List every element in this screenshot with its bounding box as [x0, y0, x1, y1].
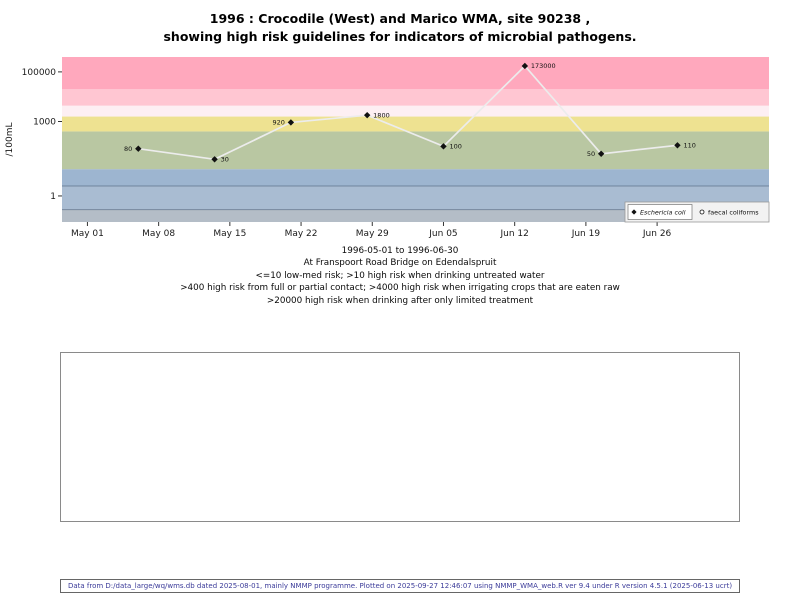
risk-bands [62, 57, 769, 222]
empty-plot-placeholder [60, 352, 740, 522]
caption-guideline-1: <=10 low-med risk; >10 high risk when dr… [255, 270, 545, 281]
chart-title-line1: 1996 : Crocodile (West) and Marico WMA, … [209, 11, 591, 26]
risk-band [62, 116, 769, 132]
data-point-label: 80 [124, 145, 132, 153]
x-tick-label: Jun 19 [571, 229, 601, 239]
data-point-label: 110 [683, 141, 695, 149]
x-axis: May 01 May 08 May 15 May 22 May 29 Jun 05 Jun … [71, 222, 672, 239]
data-point-marker [363, 111, 371, 119]
legend: Eschericia coli faecal coliforms [624, 201, 770, 223]
data-point-marker [135, 145, 142, 152]
footer: Data from D:/data_large/wq/wms.db dated … [0, 579, 800, 593]
x-tick-label: May 15 [213, 229, 246, 239]
y-axis: 1 1000 100000 [22, 68, 62, 202]
chart-title: 1996 : Crocodile (West) and Marico WMA, … [0, 10, 800, 46]
data-point-label: 30 [221, 155, 229, 163]
footer-note: Data from D:/data_large/wq/wms.db dated … [59, 579, 741, 593]
risk-band [62, 89, 769, 106]
data-point-marker [521, 62, 529, 70]
risk-band [62, 209, 769, 222]
risk-band [62, 131, 769, 170]
risk-band [62, 186, 769, 210]
chart-title-line2: showing high risk guidelines for indicat… [163, 29, 637, 44]
legend-item-box [627, 204, 693, 220]
x-tick-label: May 22 [285, 229, 318, 239]
data-point-marker [597, 150, 605, 157]
data-point-label: 920 [272, 119, 284, 127]
x-tick-label: May 29 [356, 229, 389, 239]
risk-band [62, 169, 769, 187]
risk-band [62, 57, 769, 90]
legend-diamond-icon [631, 209, 637, 215]
x-tick-label: Jun 05 [428, 229, 457, 239]
data-point-label: 100 [449, 143, 461, 151]
x-tick-label: Jun 26 [642, 229, 672, 239]
x-tick-label: May 08 [142, 229, 175, 239]
data-point-label: 173000 [531, 62, 556, 70]
caption-guideline-3: >20000 high risk when drinking after onl… [266, 295, 534, 306]
y-tick-label: 100000 [22, 68, 57, 78]
legend-item-label: Eschericia coli [640, 208, 686, 216]
data-point-label: 50 [587, 150, 595, 158]
y-axis-label: /100mL [5, 123, 15, 157]
data-point-marker [211, 156, 218, 163]
y-tick-label: 1000 [33, 118, 56, 128]
data-point-marker [440, 143, 447, 150]
legend-circle-icon [699, 209, 705, 215]
risk-band [62, 105, 769, 117]
data-point-marker [674, 142, 681, 149]
caption-date-range: 1996-05-01 to 1996-06-30 [341, 246, 459, 256]
series-line [138, 64, 678, 161]
data-point-label: 1800 [373, 111, 390, 119]
water-quality-risk-chart: May 01 May 08 May 15 May 22 May 29 Jun 05 Jun … [5, 57, 770, 239]
caption-site-location: At Franspoort Road Bridge on Edendalspru… [303, 258, 497, 269]
data-point-marker [287, 119, 295, 126]
y-tick-label: 1 [50, 192, 56, 202]
x-tick-label: May 01 [71, 229, 104, 239]
x-tick-label: Jun 12 [499, 229, 528, 239]
chart-captions: 1996-05-01 to 1996-06-30 At Franspoort R… [0, 245, 800, 307]
caption-guideline-2: >400 high risk from full or partial cont… [180, 283, 620, 294]
legend-item-label: faecal coliforms [708, 208, 759, 216]
